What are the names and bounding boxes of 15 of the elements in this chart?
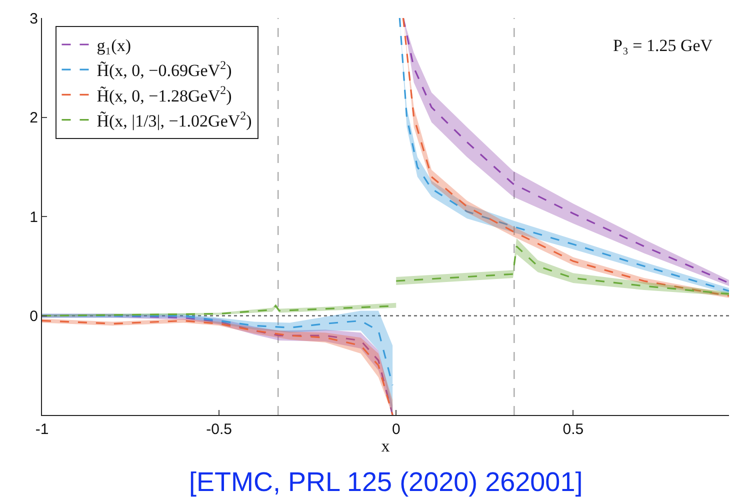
y-tick-label: 3: [30, 10, 38, 28]
legend-label: H̃(x, 0, −1.28GeV$^{2}$): [96, 83, 232, 106]
legend-label: H̃(x, 0, −0.69GeV$^{2}$): [96, 58, 232, 80]
legend-label: g₁(x): [96, 36, 131, 56]
annotation: P₃ = 1.25 GeV: [613, 36, 714, 55]
y-tick-label: 0: [30, 308, 38, 325]
x-tick-label: -1: [35, 421, 49, 438]
y-tick-label: 2: [30, 110, 38, 126]
x-tick-label: 0: [392, 421, 400, 438]
x-tick-label: -0.5: [206, 421, 232, 438]
x-axis-title: x: [381, 436, 390, 456]
x-tick-label: 0.5: [562, 421, 584, 438]
y-tick-label: 1: [30, 208, 38, 226]
legend-label: H̃(x, |1/3|, −1.02GeV$^{2}$): [96, 108, 252, 130]
text: [ETMC, PRL 125 (2020) 262001]: [189, 467, 583, 497]
